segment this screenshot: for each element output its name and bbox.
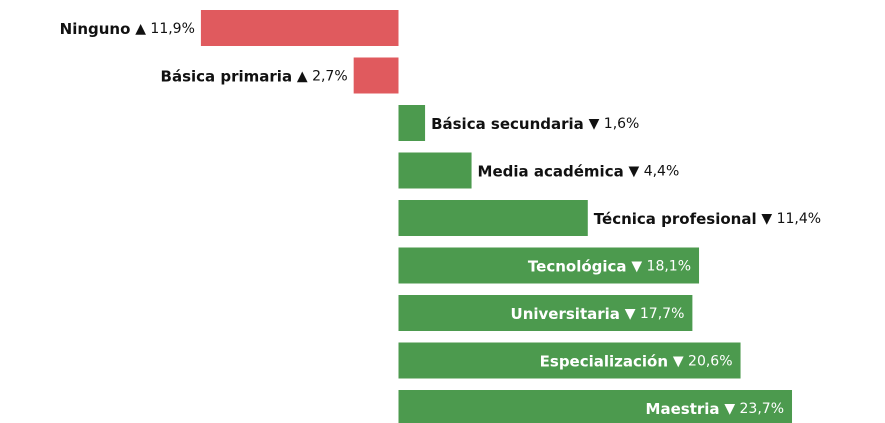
value-label: ▼ 23,7% [724,401,784,417]
value-label: ▼ 20,6% [673,354,733,370]
value-label: ▼ 4,4% [628,164,679,180]
category-label: Básica secundaria [431,115,584,133]
bar-label: Media académica ▼ 4,4% [478,162,680,180]
bar-label: Técnica profesional ▼ 11,4% [594,210,821,228]
bar [200,10,399,46]
value-label: ▲ 2,7% [297,69,348,85]
bar-label: Tecnológica ▼ 18,1% [528,257,691,275]
category-label: Básica primaria [161,67,293,85]
bar-label: Básica primaria ▲ 2,7% [161,67,348,85]
bar [398,152,472,189]
bar-label: Maestria ▼ 23,7% [646,400,784,418]
bar-label: Básica secundaria ▼ 1,6% [431,115,639,133]
category-label: Ninguno [60,20,131,38]
category-label: Tecnológica [528,257,627,275]
bar-label: Universitaria ▼ 17,7% [511,305,685,323]
value-label: ▲ 11,9% [135,21,195,37]
category-label: Especialización [540,352,668,370]
bar [398,105,426,141]
bar [398,247,700,284]
bar-label: Ninguno ▲ 11,9% [60,20,195,38]
category-label: Universitaria [511,305,620,323]
bar [398,342,741,379]
value-label: ▼ 1,6% [589,116,640,132]
value-label: ▼ 11,4% [761,211,821,227]
category-label: Maestria [646,400,720,418]
value-label: ▼ 17,7% [625,306,685,322]
category-label: Media académica [478,162,624,180]
bar [398,390,793,423]
category-label: Técnica profesional [594,210,757,228]
bar [398,200,588,236]
bar [398,295,693,331]
bar [353,57,399,94]
value-label: ▼ 18,1% [631,259,691,275]
bar-label: Especialización ▼ 20,6% [540,352,733,370]
